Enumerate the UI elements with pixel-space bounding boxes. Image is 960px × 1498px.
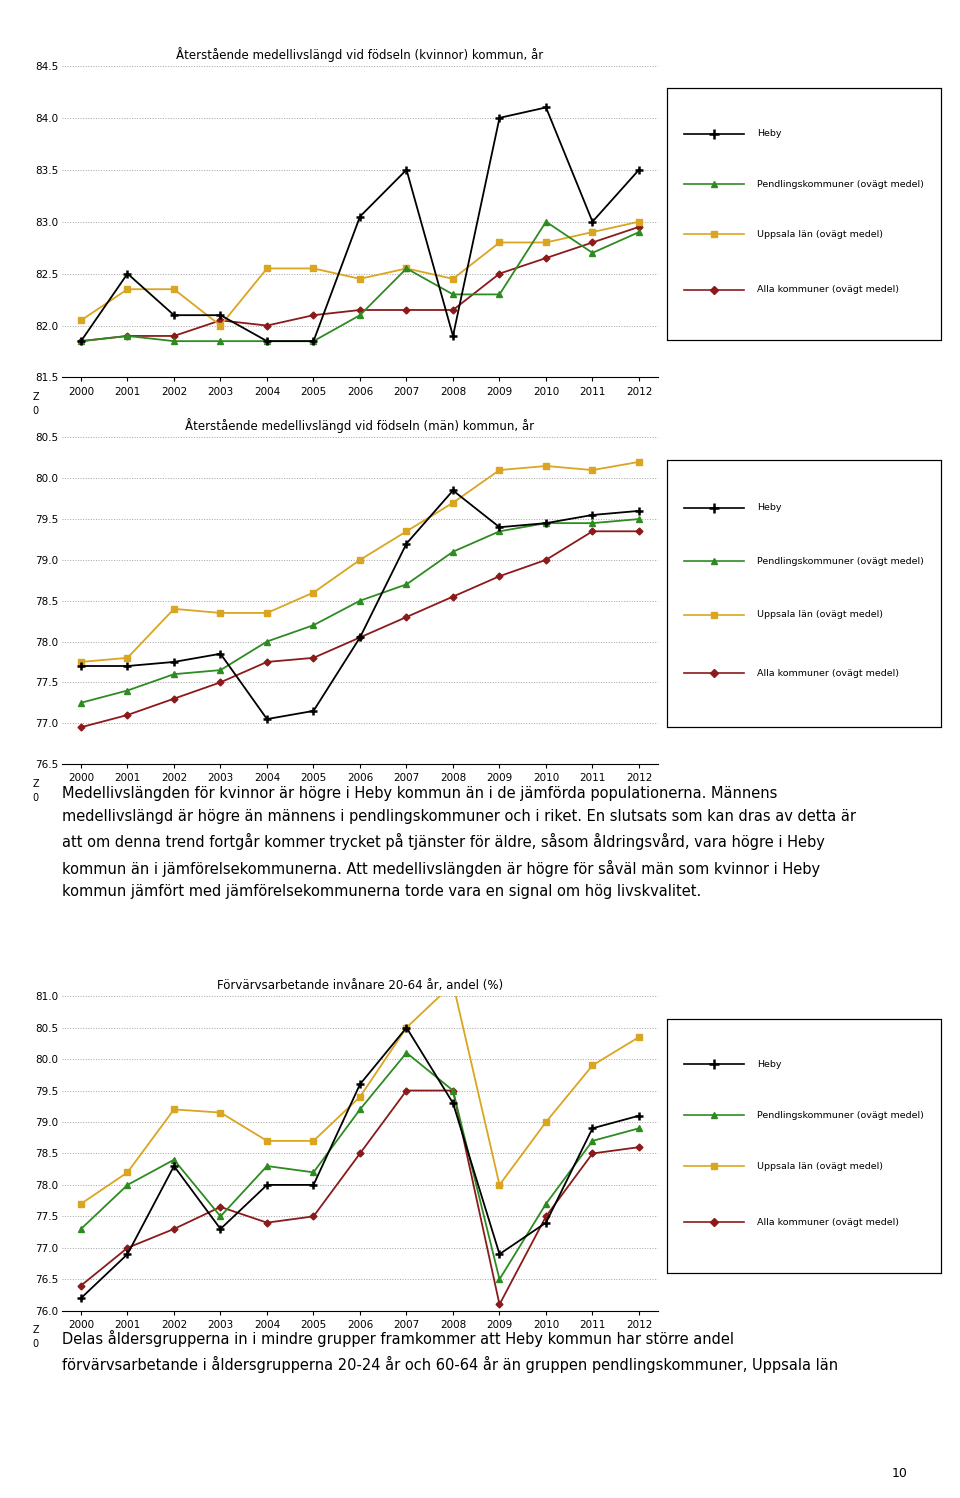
Title: Återstående medellivslängd vid födseln (kvinnor) kommun, år: Återstående medellivslängd vid födseln (… xyxy=(177,46,543,61)
Title: Förvärvsarbetande invånare 20-64 år, andel (%): Förvärvsarbetande invånare 20-64 år, and… xyxy=(217,980,503,992)
Text: Heby: Heby xyxy=(757,129,782,138)
Text: 0: 0 xyxy=(33,794,38,803)
Text: 0: 0 xyxy=(33,406,38,415)
Text: Alla kommuner (ovägt medel): Alla kommuner (ovägt medel) xyxy=(757,285,900,294)
Text: Z: Z xyxy=(33,391,39,401)
Text: Heby: Heby xyxy=(757,1061,782,1070)
Text: Delas åldersgrupperna in i mindre grupper framkommer att Heby kommun har större : Delas åldersgrupperna in i mindre gruppe… xyxy=(62,1330,838,1374)
Text: Uppsala län (ovägt medel): Uppsala län (ovägt medel) xyxy=(757,229,883,238)
Text: Pendlingskommuner (ovägt medel): Pendlingskommuner (ovägt medel) xyxy=(757,180,924,189)
Text: Alla kommuner (ovägt medel): Alla kommuner (ovägt medel) xyxy=(757,1218,900,1227)
Text: Uppsala län (ovägt medel): Uppsala län (ovägt medel) xyxy=(757,610,883,619)
Text: Z: Z xyxy=(33,779,39,788)
Text: 0: 0 xyxy=(33,1339,38,1350)
Text: Heby: Heby xyxy=(757,503,782,512)
Text: Z: Z xyxy=(33,1324,39,1335)
Text: Alla kommuner (ovägt medel): Alla kommuner (ovägt medel) xyxy=(757,668,900,677)
Title: Återstående medellivslängd vid födseln (män) kommun, år: Återstående medellivslängd vid födseln (… xyxy=(185,418,535,433)
Text: Pendlingskommuner (ovägt medel): Pendlingskommuner (ovägt medel) xyxy=(757,557,924,566)
Text: Medellivslängden för kvinnor är högre i Heby kommun än i de jämförda populatione: Medellivslängden för kvinnor är högre i … xyxy=(62,786,856,899)
Text: 10: 10 xyxy=(891,1467,907,1480)
Text: Uppsala län (ovägt medel): Uppsala län (ovägt medel) xyxy=(757,1162,883,1171)
Text: Pendlingskommuner (ovägt medel): Pendlingskommuner (ovägt medel) xyxy=(757,1112,924,1121)
